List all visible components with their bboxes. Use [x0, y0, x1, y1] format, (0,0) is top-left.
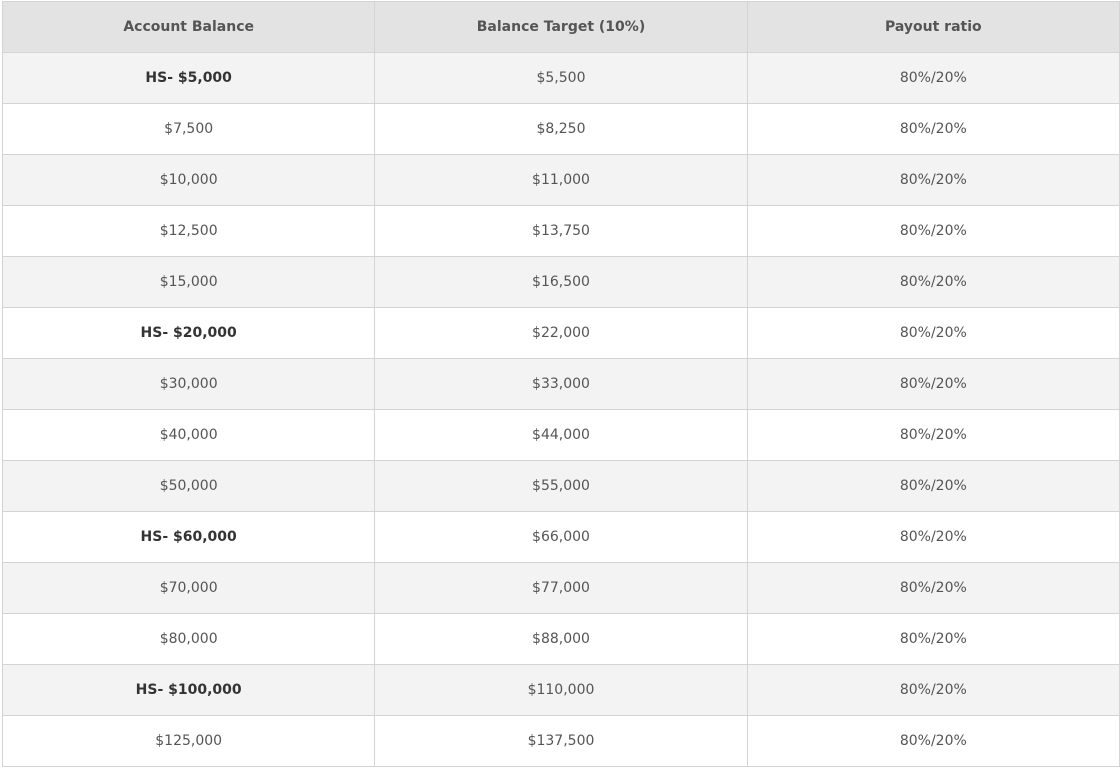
- table-cell: $13,750: [374, 205, 748, 257]
- table-row: HS- $5,000 $5,500 80%/20%: [1, 52, 1120, 104]
- table-cell: 80%/20%: [746, 205, 1120, 257]
- table-row: $15,000 $16,500 80%/20%: [1, 256, 1120, 308]
- table-cell: $70,000: [1, 562, 376, 614]
- table-header: Account Balance Balance Target (10%) Payou…: [1, 1, 1120, 53]
- table-cell: $80,000: [1, 613, 376, 665]
- table-cell: 80%/20%: [746, 511, 1120, 563]
- header-row: Account Balance Balance Target (10%) Payou…: [1, 1, 1120, 53]
- table-cell: $8,250: [374, 103, 748, 155]
- table-cell: $16,500: [374, 256, 748, 308]
- table-cell: 80%/20%: [746, 307, 1120, 359]
- table-cell: $7,500: [1, 103, 376, 155]
- table-cell: HS- $20,000: [1, 307, 376, 359]
- table-cell: $30,000: [1, 358, 376, 410]
- table-cell: HS- $5,000: [1, 52, 376, 104]
- table-cell: $44,000: [374, 409, 748, 461]
- table-cell: $40,000: [1, 409, 376, 461]
- table-row: $30,000 $33,000 80%/20%: [1, 358, 1120, 410]
- table-cell: 80%/20%: [746, 256, 1120, 308]
- header-cell: Payout ratio: [746, 1, 1120, 53]
- table-row: HS- $20,000 $22,000 80%/20%: [1, 307, 1120, 359]
- table-row: HS- $60,000 $66,000 80%/20%: [1, 511, 1120, 563]
- table-cell: $77,000: [374, 562, 748, 614]
- table-cell: 80%/20%: [746, 409, 1120, 461]
- table-cell: $66,000: [374, 511, 748, 563]
- table-row: $40,000 $44,000 80%/20%: [1, 409, 1120, 461]
- table-row: $12,500 $13,750 80%/20%: [1, 205, 1120, 257]
- table-cell: 80%/20%: [746, 715, 1120, 767]
- table-cell: 80%/20%: [746, 154, 1120, 206]
- table-row: $50,000 $55,000 80%/20%: [1, 460, 1120, 512]
- table-cell: 80%/20%: [746, 562, 1120, 614]
- table-cell: HS- $100,000: [1, 664, 376, 716]
- table-body: HS- $5,000 $5,500 80%/20% $7,500 $8,250 80%/2…: [1, 52, 1120, 767]
- table-row: HS- $100,000 $110,000 80%/20%: [1, 664, 1120, 716]
- table-cell: $110,000: [374, 664, 748, 716]
- table-cell: HS- $60,000: [1, 511, 376, 563]
- header-cell: Balance Target (10%): [374, 1, 748, 53]
- table-cell: $55,000: [374, 460, 748, 512]
- table-cell: $22,000: [374, 307, 748, 359]
- table-cell: $137,500: [374, 715, 748, 767]
- table-cell: $12,500: [1, 205, 376, 257]
- header-cell: Account Balance: [1, 1, 376, 53]
- table-cell: 80%/20%: [746, 664, 1120, 716]
- table-cell: $125,000: [1, 715, 376, 767]
- table-cell: $11,000: [374, 154, 748, 206]
- table-cell: 80%/20%: [746, 103, 1120, 155]
- table-row: $7,500 $8,250 80%/20%: [1, 103, 1120, 155]
- table-row: $80,000 $88,000 80%/20%: [1, 613, 1120, 665]
- table-row: $10,000 $11,000 80%/20%: [1, 154, 1120, 206]
- table-cell: $88,000: [374, 613, 748, 665]
- table-cell: 80%/20%: [746, 358, 1120, 410]
- table-cell: 80%/20%: [746, 52, 1120, 104]
- table-cell: $50,000: [1, 460, 376, 512]
- table-row: $70,000 $77,000 80%/20%: [1, 562, 1120, 614]
- table-cell: 80%/20%: [746, 460, 1120, 512]
- table-cell: 80%/20%: [746, 613, 1120, 665]
- table-cell: $33,000: [374, 358, 748, 410]
- table-cell: $5,500: [374, 52, 748, 104]
- table-cell: $10,000: [1, 154, 376, 206]
- table-row: $125,000 $137,500 80%/20%: [1, 715, 1120, 767]
- table-cell: $15,000: [1, 256, 376, 308]
